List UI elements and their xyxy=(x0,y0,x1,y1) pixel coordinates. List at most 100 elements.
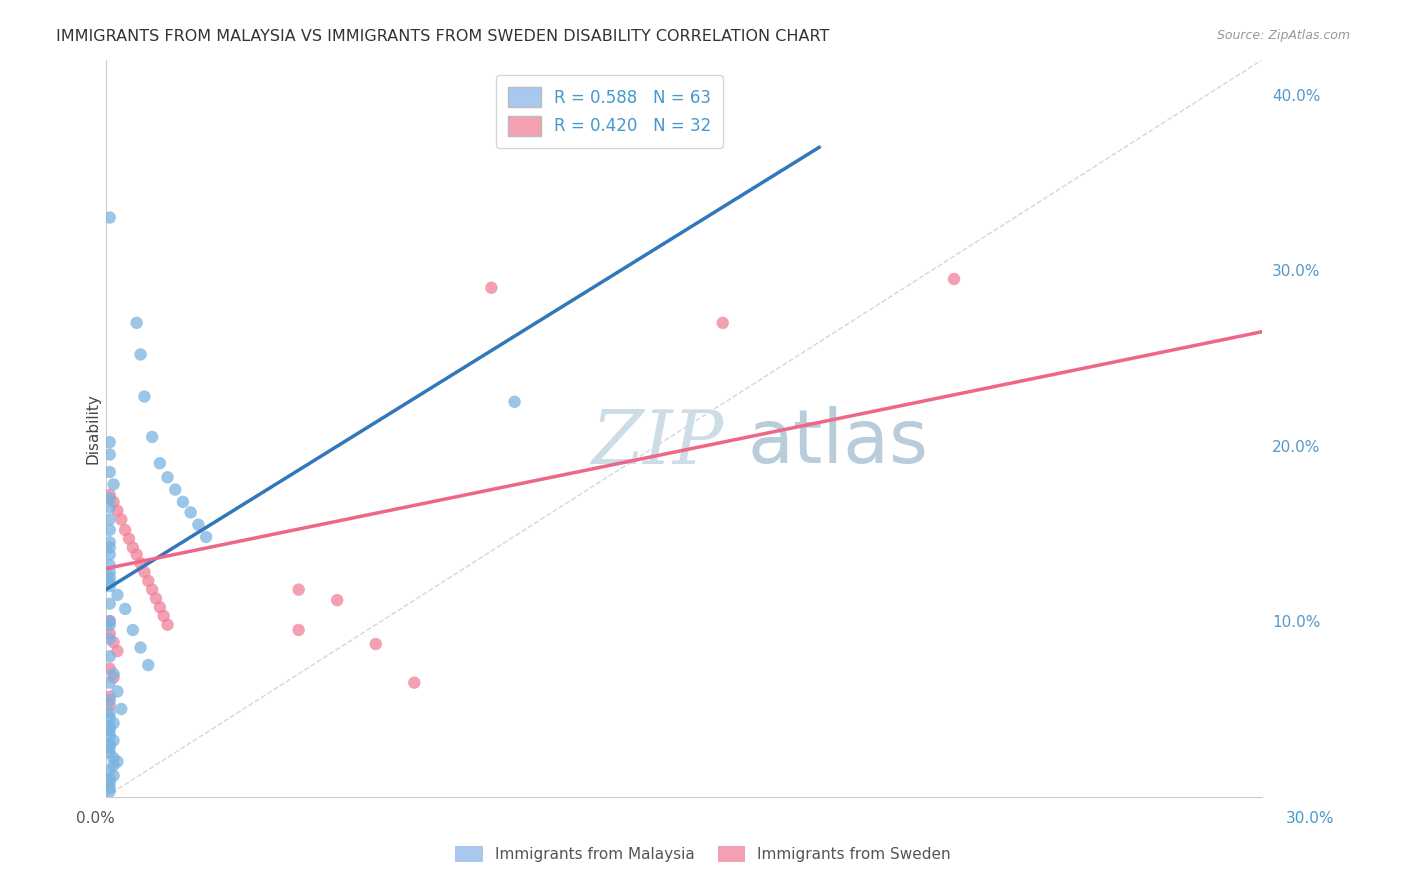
Point xyxy=(187,517,209,532)
Point xyxy=(134,565,156,579)
Point xyxy=(125,548,148,562)
Point xyxy=(98,784,121,798)
Point xyxy=(103,635,125,649)
Point xyxy=(98,693,121,707)
Point xyxy=(103,751,125,765)
Point xyxy=(98,579,121,593)
Point xyxy=(103,758,125,772)
Point xyxy=(114,523,136,537)
Point xyxy=(404,675,426,690)
Text: 30.0%: 30.0% xyxy=(1286,812,1334,826)
Point xyxy=(98,740,121,755)
Point xyxy=(114,602,136,616)
Point xyxy=(103,670,125,684)
Point xyxy=(364,637,387,651)
Point xyxy=(103,666,125,681)
Point xyxy=(98,662,121,676)
Point xyxy=(98,558,121,572)
Point xyxy=(103,769,125,783)
Point xyxy=(172,495,194,509)
Point xyxy=(98,723,121,737)
Point xyxy=(156,470,179,484)
Point xyxy=(287,582,309,597)
Y-axis label: Disability: Disability xyxy=(86,392,100,464)
Point xyxy=(180,505,202,519)
Point xyxy=(943,272,966,286)
Point xyxy=(149,600,172,615)
Point xyxy=(98,500,121,515)
Point xyxy=(711,316,734,330)
Point xyxy=(129,347,152,361)
Point xyxy=(156,617,179,632)
Point xyxy=(98,535,121,549)
Point xyxy=(98,597,121,611)
Point xyxy=(98,448,121,462)
Text: atlas: atlas xyxy=(748,407,929,479)
Point xyxy=(195,530,218,544)
Point xyxy=(98,570,121,584)
Point xyxy=(98,675,121,690)
Point xyxy=(98,491,121,506)
Point xyxy=(98,772,121,787)
Point xyxy=(129,640,152,655)
Point xyxy=(98,728,121,742)
Text: ZIP: ZIP xyxy=(592,407,724,479)
Legend: Immigrants from Malaysia, Immigrants from Sweden: Immigrants from Malaysia, Immigrants fro… xyxy=(449,840,957,868)
Point xyxy=(98,211,121,225)
Point xyxy=(103,733,125,747)
Point xyxy=(98,575,121,590)
Point xyxy=(103,716,125,731)
Point xyxy=(121,623,143,637)
Text: IMMIGRANTS FROM MALAYSIA VS IMMIGRANTS FROM SWEDEN DISABILITY CORRELATION CHART: IMMIGRANTS FROM MALAYSIA VS IMMIGRANTS F… xyxy=(56,29,830,45)
Point xyxy=(110,512,132,526)
Point xyxy=(479,281,502,295)
Point xyxy=(98,764,121,778)
Point xyxy=(145,591,167,606)
Point xyxy=(98,614,121,628)
Point xyxy=(98,737,121,751)
Point xyxy=(165,483,187,497)
Point xyxy=(98,541,121,555)
Point xyxy=(136,658,159,673)
Point xyxy=(152,609,174,624)
Point xyxy=(103,477,125,491)
Point xyxy=(141,430,163,444)
Point xyxy=(98,649,121,664)
Point xyxy=(98,746,121,760)
Point xyxy=(107,684,129,698)
Point xyxy=(98,523,121,537)
Point xyxy=(98,775,121,789)
Point xyxy=(98,512,121,526)
Point xyxy=(107,588,129,602)
Point xyxy=(287,623,309,637)
Text: Source: ZipAtlas.com: Source: ZipAtlas.com xyxy=(1216,29,1350,43)
Point xyxy=(98,698,121,713)
Point xyxy=(149,456,172,470)
Point xyxy=(98,488,121,502)
Point xyxy=(98,706,121,720)
Text: 0.0%: 0.0% xyxy=(76,812,115,826)
Point xyxy=(98,617,121,632)
Point xyxy=(98,435,121,450)
Point xyxy=(118,532,141,546)
Point xyxy=(121,541,143,555)
Point xyxy=(98,719,121,733)
Point xyxy=(107,644,129,658)
Point xyxy=(98,548,121,562)
Point xyxy=(98,614,121,628)
Point xyxy=(98,565,121,579)
Point xyxy=(110,702,132,716)
Point xyxy=(98,780,121,795)
Point xyxy=(129,557,152,571)
Point xyxy=(125,316,148,330)
Point xyxy=(326,593,349,607)
Point xyxy=(98,690,121,704)
Point xyxy=(98,626,121,640)
Point xyxy=(136,574,159,588)
Point xyxy=(134,390,156,404)
Point xyxy=(98,711,121,725)
Point xyxy=(107,755,129,769)
Point xyxy=(141,582,163,597)
Legend: R = 0.588   N = 63, R = 0.420   N = 32: R = 0.588 N = 63, R = 0.420 N = 32 xyxy=(496,75,723,148)
Point xyxy=(98,465,121,479)
